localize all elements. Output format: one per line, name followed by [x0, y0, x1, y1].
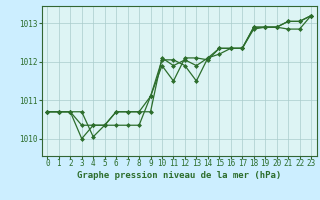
X-axis label: Graphe pression niveau de la mer (hPa): Graphe pression niveau de la mer (hPa): [77, 171, 281, 180]
